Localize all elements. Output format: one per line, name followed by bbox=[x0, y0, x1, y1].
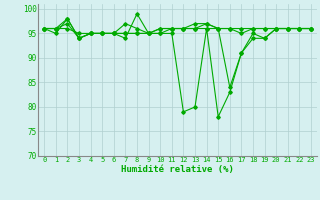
X-axis label: Humidité relative (%): Humidité relative (%) bbox=[121, 165, 234, 174]
